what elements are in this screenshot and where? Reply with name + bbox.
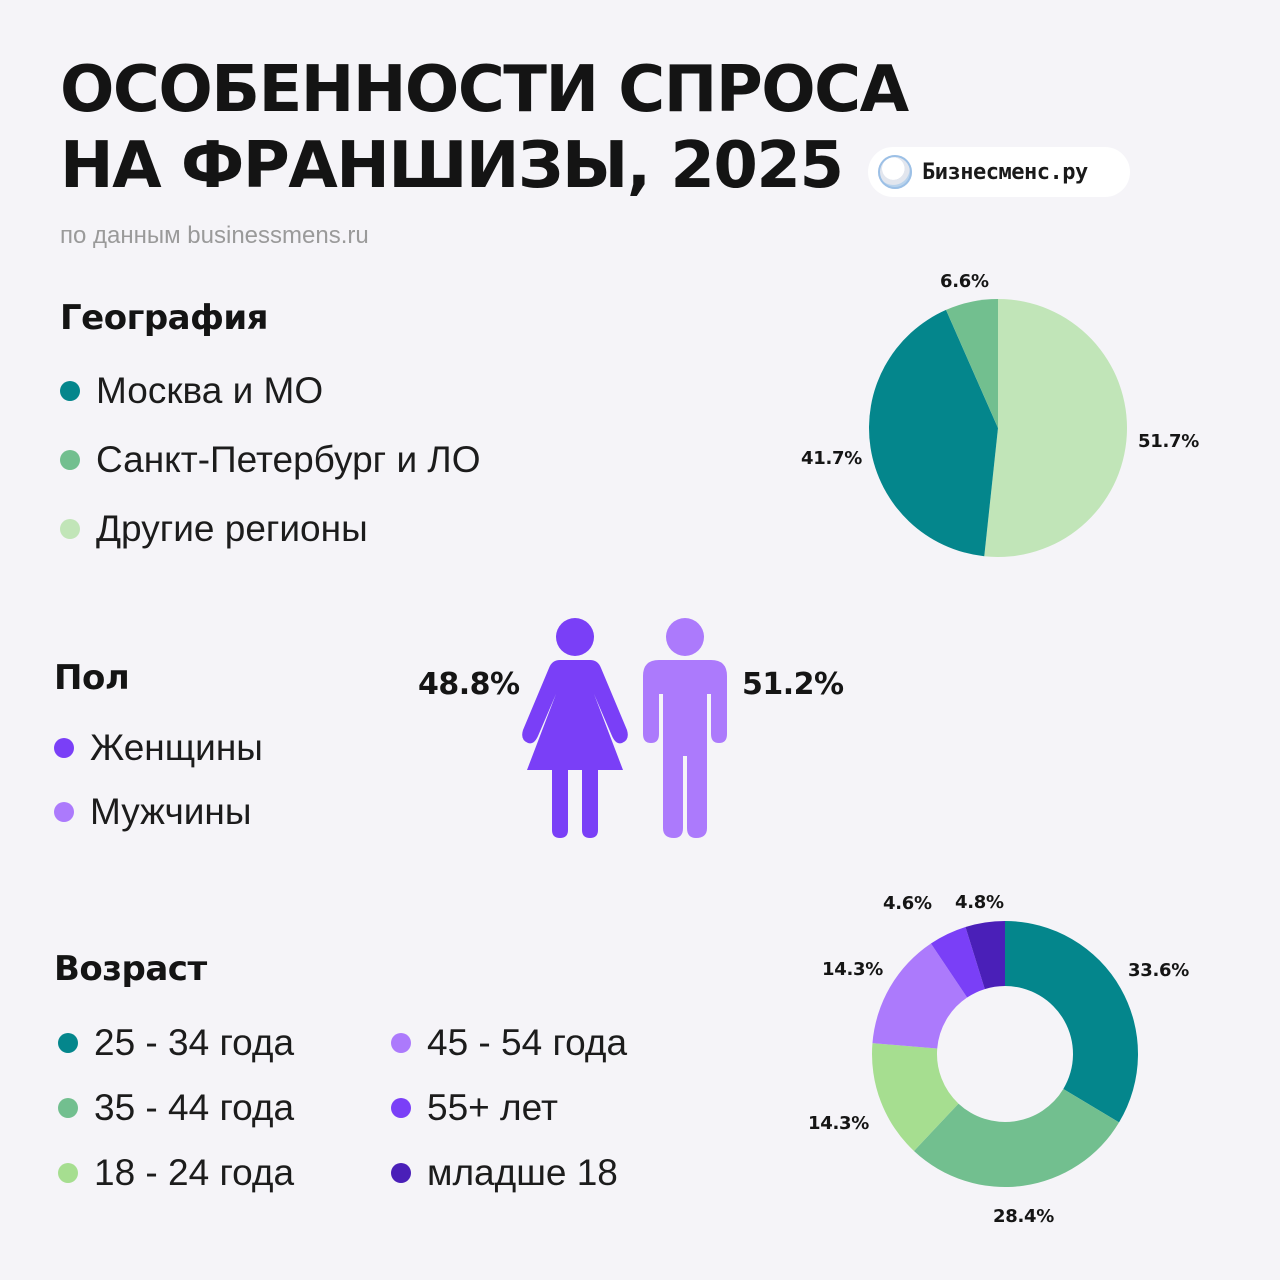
legend-dot [58,1033,78,1053]
pie-slice-other-regions [984,299,1127,557]
age-value-label-45-54: 14.3% [822,959,883,980]
legend-item-women: Женщины [54,727,263,769]
legend-label: 45 - 54 года [427,1022,628,1063]
brand-badge: Бизнесменс.ру [868,147,1130,197]
legend-dot [60,381,80,401]
age-value-label-18-24: 14.3% [808,1113,869,1134]
legend-item-age-25-34: 25 - 34 года [58,1022,294,1064]
title-line-2: НА ФРАНШИЗЫ, 2025 [60,129,844,203]
geography-pie-chart [868,299,1127,557]
legend-label: 55+ лет [427,1087,558,1128]
legend-dot [58,1098,78,1118]
age-value-label-35-44: 28.4% [993,1206,1054,1227]
legend-label: Другие регионы [96,508,368,549]
page-title: ОСОБЕННОСТИ СПРОСА НА ФРАНШИЗЫ, 2025 [60,52,909,204]
geo-value-label-moscow: 41.7% [801,448,862,469]
legend-item-age-under-18: младше 18 [391,1152,618,1194]
legend-item-age-45-54: 45 - 54 года [391,1022,627,1064]
legend-dot [391,1163,411,1183]
geo-value-label-other: 51.7% [1138,431,1199,452]
legend-dot [391,1033,411,1053]
age-value-label-under-18: 4.8% [955,892,1004,913]
legend-label: Санкт-Петербург и ЛО [96,439,481,480]
legend-label: Мужчины [90,791,252,832]
brand-logo-icon [878,155,912,189]
legend-dot [58,1163,78,1183]
age-value-label-25-34: 33.6% [1128,960,1189,981]
age-value-label-55-plus: 4.6% [883,893,932,914]
source-note: по данным businessmens.ru [60,222,369,249]
age-title: Возраст [54,949,207,989]
legend-dot [60,450,80,470]
legend-dot [60,519,80,539]
legend-item-spb: Санкт-Петербург и ЛО [60,439,480,481]
legend-item-age-55-plus: 55+ лет [391,1087,558,1129]
donut-slice-45-54 [872,943,968,1049]
pie-slice-moscow [868,309,998,557]
legend-label: Москва и МО [96,370,324,411]
geography-title: География [60,298,269,338]
pie-slice-spb [946,299,998,428]
donut-slice-55-plus [930,927,985,998]
legend-label: 25 - 34 года [94,1022,295,1063]
legend-dot [54,738,74,758]
donut-slice-under-18 [965,921,1005,990]
female-share-label: 48.8% [418,667,520,702]
legend-dot [391,1098,411,1118]
donut-slice-25-34 [1005,921,1138,1123]
female-figure-icon [522,618,628,838]
donut-slice-18-24 [871,1043,959,1151]
legend-label: 35 - 44 года [94,1087,295,1128]
male-share-label: 51.2% [742,667,844,702]
legend-dot [54,802,74,822]
legend-item-other-regions: Другие регионы [60,508,368,550]
legend-item-age-18-24: 18 - 24 года [58,1152,294,1194]
legend-item-moscow: Москва и МО [60,370,323,412]
brand-name: Бизнесменс.ру [922,159,1088,185]
male-figure-icon [643,618,727,838]
legend-item-age-35-44: 35 - 44 года [58,1087,294,1129]
legend-label: 18 - 24 года [94,1152,295,1193]
gender-title: Пол [54,658,130,698]
legend-item-men: Мужчины [54,791,251,833]
legend-label: Женщины [90,727,263,768]
legend-label: младше 18 [427,1152,618,1193]
geo-value-label-spb: 6.6% [940,271,989,292]
donut-slice-35-44 [913,1088,1120,1188]
title-line-1: ОСОБЕННОСТИ СПРОСА [60,53,909,127]
